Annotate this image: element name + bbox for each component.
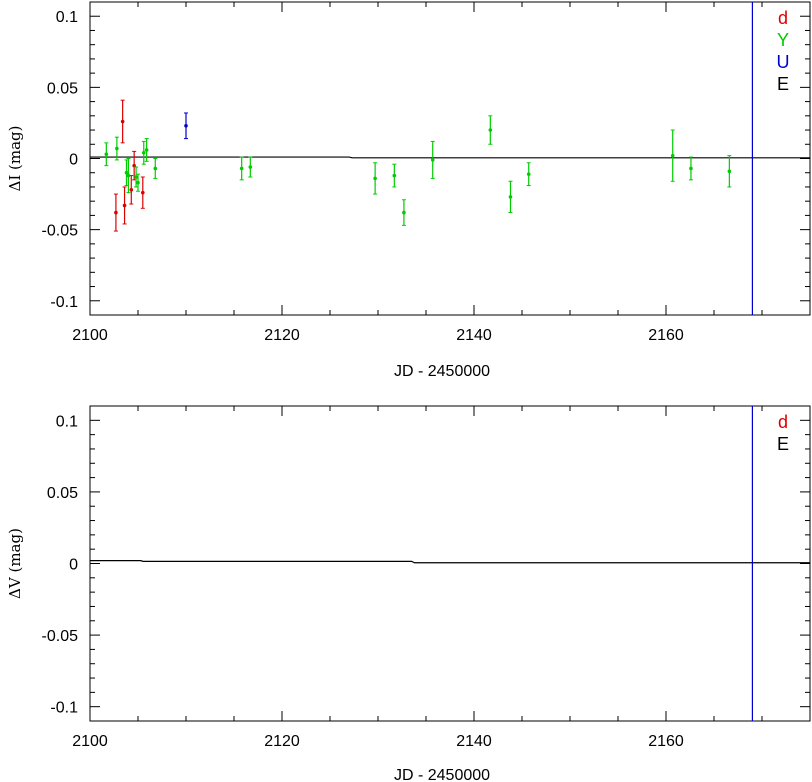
data-point <box>141 190 145 195</box>
data-point <box>115 146 119 151</box>
y-tick-label: 0 <box>69 557 78 574</box>
data-point <box>124 170 129 175</box>
x-tick-label: 2120 <box>264 327 300 344</box>
bottom-panel: 2100 2120 2140 2160 0.1 0.05 0 -0.05 -0.1 JD - 24… <box>6 405 811 782</box>
x-axis-title: JD - 2450000 <box>394 363 490 380</box>
data-point <box>184 123 188 128</box>
reference-line <box>90 156 810 159</box>
y-tick-label: 0.05 <box>47 80 78 97</box>
y-tick-label: 0 <box>69 152 78 169</box>
data-point <box>122 203 127 208</box>
data-point <box>430 158 435 162</box>
data-point <box>727 169 732 174</box>
x-tick-label: 2120 <box>264 733 300 750</box>
legend-entry: d <box>778 8 788 28</box>
x-axis-title: JD - 2450000 <box>394 767 490 782</box>
legend-entry: U <box>777 52 790 72</box>
top-panel: 2100 2120 2140 2160 0.1 0.05 0 -0.05 -0.1 JD - 24… <box>6 1 811 380</box>
y-axis-title: ΔV (mag) <box>6 528 24 599</box>
data-point <box>104 152 109 157</box>
data-point <box>526 172 531 176</box>
data-point <box>153 166 158 171</box>
x-tick-label: 2160 <box>648 327 684 344</box>
data-point <box>129 188 134 192</box>
reference-line <box>90 560 810 564</box>
y-tick-label: -0.05 <box>42 628 79 645</box>
data-point <box>508 195 513 199</box>
data-point <box>114 210 118 215</box>
data-point <box>248 165 253 169</box>
legend-entry: E <box>777 74 789 94</box>
data-point <box>136 180 140 185</box>
x-tick-label: 2140 <box>456 327 492 344</box>
y-tick-label: 0.1 <box>56 413 78 430</box>
data-point <box>141 151 146 155</box>
legend-entry: d <box>778 412 788 432</box>
y-tick-label: -0.1 <box>50 700 78 717</box>
data-point <box>392 173 397 178</box>
y-tick-label: -0.1 <box>50 294 78 311</box>
data-point <box>689 166 693 171</box>
y-tick-label: -0.05 <box>42 223 79 240</box>
legend-entry: E <box>777 434 789 454</box>
x-tick-label: 2100 <box>72 733 108 750</box>
data-point <box>239 166 244 171</box>
data-point <box>132 163 136 168</box>
data-point <box>134 175 138 179</box>
y-axis-title: ΔI (mag) <box>6 126 24 192</box>
data-point <box>126 173 131 178</box>
legend-entry: Y <box>777 30 789 50</box>
data-point <box>402 210 406 215</box>
plot-frame <box>89 1 811 316</box>
y-tick-label: 0.05 <box>47 485 78 502</box>
data-point <box>488 128 493 132</box>
x-tick-label: 2100 <box>72 327 108 344</box>
data-point <box>144 148 149 152</box>
x-tick-label: 2140 <box>456 733 492 750</box>
data-point <box>120 119 125 124</box>
data-point <box>373 176 377 181</box>
data-point <box>670 153 675 158</box>
y-tick-label: 0.1 <box>56 9 78 26</box>
x-tick-label: 2160 <box>648 733 684 750</box>
plot-frame <box>89 405 811 722</box>
